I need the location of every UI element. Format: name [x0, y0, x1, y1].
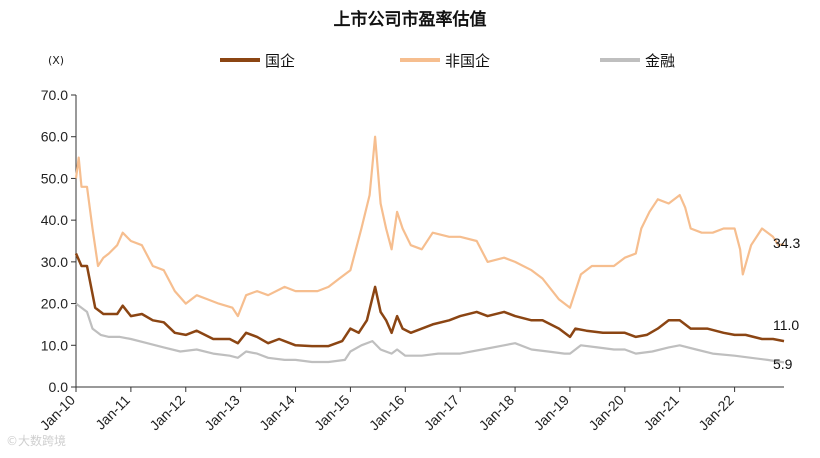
y-tick-label: 60.0: [41, 129, 68, 145]
x-tick-label: Jan-12: [146, 392, 188, 434]
x-tick-label: Jan-16: [366, 392, 408, 434]
x-tick-label: Jan-22: [695, 392, 737, 434]
legend: 国企 非国企 金融: [220, 52, 675, 70]
y-tick-label: 30.0: [41, 254, 68, 270]
y-unit-label: (X): [48, 54, 64, 67]
y-tick-label: 0.0: [49, 379, 69, 395]
x-tick-label: Jan-11: [92, 392, 133, 433]
series-line: [74, 135, 785, 318]
series-lines: [74, 135, 785, 364]
x-tick-label: Jan-15: [311, 392, 353, 434]
legend-label: 国企: [265, 52, 295, 70]
y-tick-label: 40.0: [41, 212, 68, 228]
end-labels: 11.0 34.3 5.9: [773, 235, 800, 372]
x-tick-label: Jan-13: [201, 392, 243, 434]
series-line: [74, 252, 785, 348]
series-line: [75, 302, 785, 364]
x-tick-label: Jan-18: [476, 392, 518, 434]
end-value-label: 34.3: [773, 235, 800, 251]
legend-label: 金融: [645, 52, 675, 70]
y-tick-label: 10.0: [41, 337, 68, 353]
x-tick-label: Jan-10: [37, 392, 79, 434]
watermark: ©大数跨境: [6, 433, 66, 448]
y-tick-label: 50.0: [41, 170, 68, 186]
x-tick-label: Jan-21: [640, 392, 682, 434]
y-tick-label: 70.0: [41, 87, 68, 103]
x-tick-label: Jan-19: [530, 392, 572, 434]
end-value-label: 11.0: [773, 317, 799, 333]
x-tick-label: Jan-20: [585, 392, 627, 434]
chart-title: 上市公司市盈率估值: [334, 9, 487, 30]
legend-label: 非国企: [445, 52, 490, 70]
y-tick-label: 20.0: [41, 296, 68, 312]
end-value-label: 5.9: [773, 356, 793, 372]
x-tick-label: Jan-14: [256, 392, 298, 434]
x-tick-label: Jan-17: [421, 392, 463, 434]
